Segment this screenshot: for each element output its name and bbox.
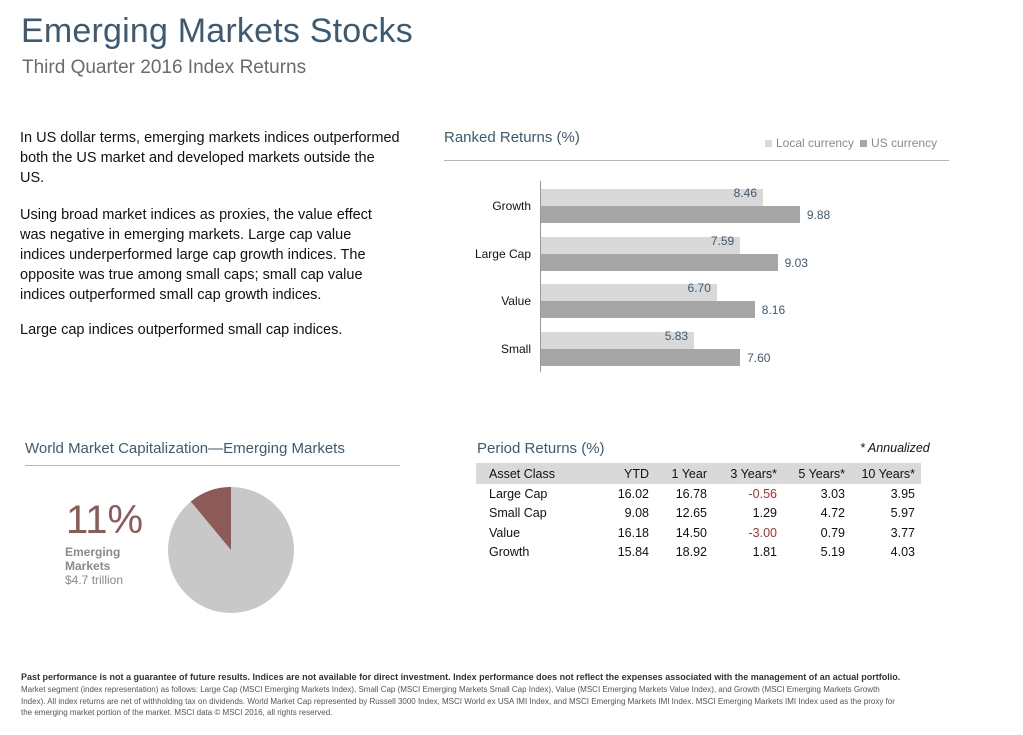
table-cell: 4.03 bbox=[890, 545, 915, 560]
page-subtitle: Third Quarter 2016 Index Returns bbox=[22, 57, 307, 78]
disclaimer-text: Market segment (index representation) as… bbox=[21, 685, 895, 717]
page-title: Emerging Markets Stocks bbox=[21, 12, 413, 50]
data-label: 7.60 bbox=[747, 350, 771, 365]
table-cell: Small Cap bbox=[489, 506, 547, 521]
bar-local bbox=[541, 236, 740, 254]
ranked-returns-title: Ranked Returns (%) bbox=[444, 129, 580, 146]
table-cell: Growth bbox=[489, 545, 530, 560]
table-row: Value 16.18 14.50 -3.00 0.79 3.77 bbox=[476, 523, 921, 543]
table-cell: 9.08 bbox=[624, 506, 649, 521]
data-label: 6.70 bbox=[687, 281, 711, 295]
table-cell: 16.78 bbox=[675, 486, 707, 501]
table-cell: Value bbox=[489, 525, 521, 540]
legend-usd-label: US currency bbox=[871, 136, 938, 150]
table-cell: 3.77 bbox=[890, 525, 915, 540]
table-cell: 14.50 bbox=[675, 525, 707, 540]
commentary-paragraph-1: In US dollar terms, emerging markets ind… bbox=[20, 130, 400, 186]
market-cap-rule bbox=[25, 465, 400, 466]
ranked-returns-legend: Local currency US currency bbox=[765, 136, 943, 150]
column-header: 5 Years* bbox=[783, 463, 851, 484]
market-cap-percent: 11% bbox=[66, 498, 144, 542]
market-cap-pie bbox=[168, 487, 294, 613]
table-cell: 5.97 bbox=[890, 506, 915, 521]
table-header-row: Asset Class YTD 1 Year 3 Years* 5 Years*… bbox=[476, 463, 921, 484]
data-label: 5.83 bbox=[664, 328, 689, 343]
data-label: 8.46 bbox=[733, 186, 757, 200]
table-cell: Large Cap bbox=[489, 486, 548, 501]
table-cell: 3.03 bbox=[820, 486, 845, 501]
column-header: Asset Class bbox=[476, 463, 601, 484]
legend-local-swatch bbox=[765, 139, 772, 147]
bar-local bbox=[541, 189, 763, 206]
bar-usd bbox=[541, 206, 800, 223]
table-cell: 16.18 bbox=[617, 525, 649, 540]
commentary-paragraph-2: Using broad market indices as proxies, t… bbox=[20, 207, 372, 303]
disclaimer-bold: Past performance is not a guarantee of f… bbox=[21, 672, 901, 682]
table-cell: 1.29 bbox=[752, 506, 777, 521]
table-cell: 5.19 bbox=[820, 545, 845, 560]
table-cell: 18.92 bbox=[675, 545, 707, 560]
market-cap-title: World Market Capitalization—Emerging Mar… bbox=[25, 440, 345, 457]
bar-local bbox=[541, 331, 694, 349]
column-header: 3 Years* bbox=[713, 463, 783, 484]
bar-usd bbox=[541, 253, 778, 271]
data-label: 7.59 bbox=[710, 233, 735, 248]
column-header: YTD bbox=[601, 463, 655, 484]
category-label: Value bbox=[501, 294, 531, 308]
data-label: 9.88 bbox=[806, 208, 831, 222]
category-label: Growth bbox=[492, 199, 531, 213]
bar-usd bbox=[541, 301, 755, 318]
data-label: 8.16 bbox=[761, 303, 786, 317]
legend-usd: US currency bbox=[860, 136, 937, 150]
table-row: Large Cap 16.02 16.78 -0.56 3.03 3.95 bbox=[476, 484, 921, 504]
table-cell: -0.56 bbox=[748, 486, 778, 501]
table-cell: 4.72 bbox=[820, 506, 845, 521]
ranked-returns-rule bbox=[444, 160, 949, 161]
table-cell: 3.95 bbox=[890, 486, 915, 501]
table-cell: 1.81 bbox=[752, 545, 777, 560]
pie-slice-emerging bbox=[190, 487, 231, 550]
category-label: Small bbox=[500, 341, 531, 356]
table-row: Growth 15.84 18.92 1.81 5.19 4.03 bbox=[476, 543, 921, 563]
bar-usd bbox=[541, 348, 741, 366]
table-cell: 12.65 bbox=[675, 506, 707, 521]
category-label: Large Cap bbox=[474, 246, 531, 261]
legend-usd-swatch bbox=[860, 139, 868, 147]
legend-local: Local currency bbox=[765, 136, 854, 150]
data-label: 9.03 bbox=[784, 255, 808, 270]
period-returns-title: Period Returns (%) bbox=[477, 440, 605, 457]
table-cell: 16.02 bbox=[617, 486, 649, 501]
market-cap-label: Emerging Markets bbox=[65, 545, 121, 573]
market-cap-value: $4.7 trillion bbox=[65, 573, 124, 587]
period-returns-table: Asset Class YTD 1 Year 3 Years* 5 Years*… bbox=[476, 463, 921, 562]
column-header: 1 Year bbox=[655, 463, 713, 484]
legend-local-label: Local currency bbox=[776, 136, 855, 150]
table-cell: -3.00 bbox=[748, 525, 778, 540]
column-header: 10 Years* bbox=[851, 463, 921, 484]
commentary-paragraph-3: Large cap indices outperformed small cap… bbox=[20, 322, 343, 338]
ranked-returns-axis bbox=[540, 181, 541, 372]
table-cell: 15.84 bbox=[617, 545, 649, 560]
bar-local bbox=[541, 284, 717, 301]
table-cell: 0.79 bbox=[820, 525, 845, 540]
annualized-note: * Annualized bbox=[860, 441, 930, 455]
table-row: Small Cap 9.08 12.65 1.29 4.72 5.97 bbox=[476, 504, 921, 524]
